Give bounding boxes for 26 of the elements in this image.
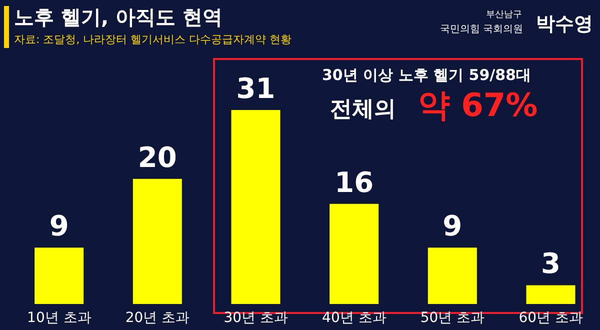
bar xyxy=(330,204,379,304)
x-tick-label: 10년 초과 xyxy=(27,310,92,326)
bar xyxy=(428,248,477,304)
x-tick-label: 20년 초과 xyxy=(125,310,190,326)
x-tick-label: 40년 초과 xyxy=(322,310,386,326)
text: 박수영 xyxy=(536,12,593,37)
x-tick-label: 60년 초과 xyxy=(518,310,583,326)
text: 30년 이상 노후 헬기 59/88대 xyxy=(322,66,531,85)
bar xyxy=(526,285,576,304)
text: 부산남구 xyxy=(486,9,522,21)
bar xyxy=(132,178,182,304)
data-label: 9 xyxy=(442,210,462,243)
x-tick-label: 30년 초과 xyxy=(224,310,288,326)
data-label: 20 xyxy=(138,140,177,174)
annotation: 약 67% xyxy=(418,85,538,126)
text: 국민의힘 국회의원 xyxy=(440,23,524,36)
x-tick-label: 50년 초과 xyxy=(420,310,485,326)
data-label: 3 xyxy=(541,247,560,280)
bar xyxy=(34,248,84,304)
annotation: 전체의 xyxy=(330,96,396,124)
data-label: 9 xyxy=(49,210,69,243)
data-label: 31 xyxy=(236,72,276,105)
bar xyxy=(231,110,280,304)
data-label: 16 xyxy=(334,166,374,199)
chart-subtitle: 자료: 조달청, 나라장터 헬기서비스 다수공급자계약 현황 xyxy=(14,32,292,47)
chart-title: 노후 헬기, 아직도 현역 xyxy=(14,4,222,31)
